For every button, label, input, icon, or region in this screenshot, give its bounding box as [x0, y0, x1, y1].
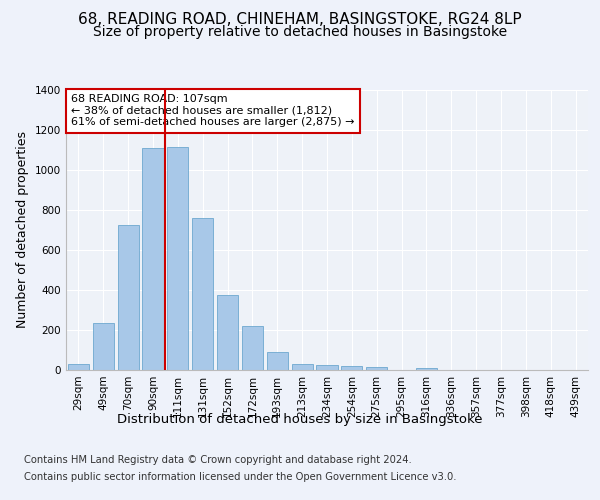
Y-axis label: Number of detached properties: Number of detached properties: [16, 132, 29, 328]
Bar: [142, 148, 164, 370]
Bar: [366, 367, 387, 370]
Bar: [242, 326, 263, 370]
Text: Contains public sector information licensed under the Open Government Licence v3: Contains public sector information licen…: [24, 472, 457, 482]
Bar: [341, 366, 362, 370]
Text: 68, READING ROAD, CHINEHAM, BASINGSTOKE, RG24 8LP: 68, READING ROAD, CHINEHAM, BASINGSTOKE,…: [78, 12, 522, 28]
Bar: [118, 225, 139, 370]
Bar: [267, 352, 288, 370]
Text: Contains HM Land Registry data © Crown copyright and database right 2024.: Contains HM Land Registry data © Crown c…: [24, 455, 412, 465]
Bar: [316, 365, 338, 370]
Bar: [416, 368, 437, 370]
Text: 68 READING ROAD: 107sqm
← 38% of detached houses are smaller (1,812)
61% of semi: 68 READING ROAD: 107sqm ← 38% of detache…: [71, 94, 355, 128]
Text: Size of property relative to detached houses in Basingstoke: Size of property relative to detached ho…: [93, 25, 507, 39]
Bar: [167, 147, 188, 370]
Bar: [192, 218, 213, 370]
Bar: [93, 323, 114, 370]
Bar: [68, 364, 89, 370]
Text: Distribution of detached houses by size in Basingstoke: Distribution of detached houses by size …: [117, 412, 483, 426]
Bar: [292, 364, 313, 370]
Bar: [217, 295, 238, 370]
